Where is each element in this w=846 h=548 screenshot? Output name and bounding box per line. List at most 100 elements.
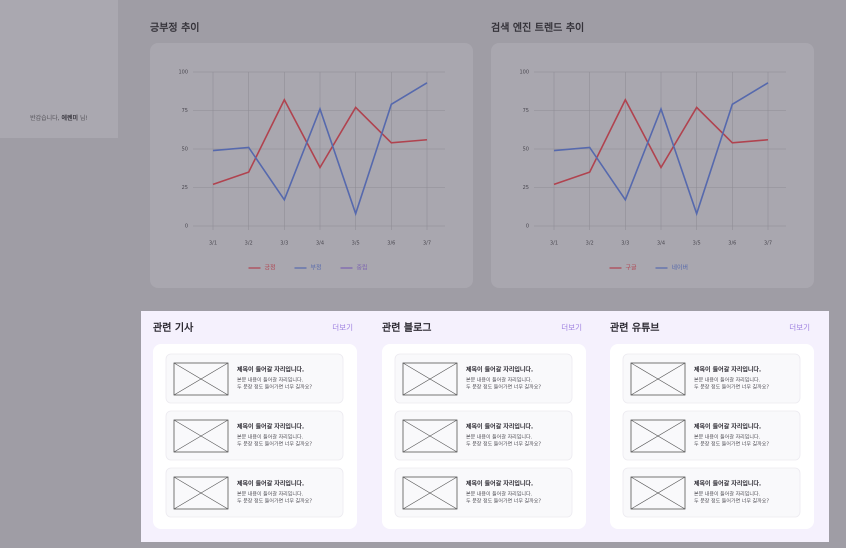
thumbnail-cross xyxy=(630,419,686,453)
x-tick-label: 3/7 xyxy=(423,241,431,247)
x-tick-label: 3/2 xyxy=(245,241,253,247)
thumbnail-placeholder xyxy=(402,419,458,453)
thumbnail-placeholder xyxy=(630,476,686,510)
item-title: 제목이 들어갈 자리입니다. xyxy=(237,423,304,431)
item-body: 두 문장 정도 들어가면 너무 길까요? xyxy=(237,498,312,505)
x-tick-label: 3/5 xyxy=(693,241,701,247)
y-tick-label: 50 xyxy=(182,147,188,153)
y-tick-label: 25 xyxy=(182,185,188,191)
x-tick-label: 3/6 xyxy=(387,241,395,247)
item-card[interactable] xyxy=(622,410,801,461)
item-card[interactable] xyxy=(622,467,801,518)
series-line xyxy=(553,97,769,186)
thumbnail-cross xyxy=(630,362,686,396)
item-title: 제목이 들어갈 자리입니다. xyxy=(466,366,533,374)
item-body: 두 문장 정도 들어가면 너무 길까요? xyxy=(237,441,312,448)
section-title: 관련 블로그 xyxy=(382,321,431,334)
y-tick-label: 75 xyxy=(523,108,529,114)
item-body: 두 문장 정도 들어가면 너무 길까요? xyxy=(466,441,541,448)
y-tick-label: 0 xyxy=(185,224,188,230)
thumbnail-cross xyxy=(173,362,229,396)
thumbnail-placeholder xyxy=(173,476,229,510)
item-title: 제목이 들어갈 자리입니다. xyxy=(237,480,304,488)
x-tick-label: 3/7 xyxy=(764,241,772,247)
item-body: 본문 내용이 들어갈 자리입니다. xyxy=(466,434,533,441)
greeting-prefix: 반갑습니다, xyxy=(30,114,61,122)
item-title: 제목이 들어갈 자리입니다. xyxy=(237,366,304,374)
item-body: 두 문장 정도 들어가면 너무 길까요? xyxy=(237,384,312,391)
item-body: 본문 내용이 들어갈 자리입니다. xyxy=(237,377,304,384)
item-body: 본문 내용이 들어갈 자리입니다. xyxy=(694,491,761,498)
item-title: 제목이 들어갈 자리입니다. xyxy=(466,480,533,488)
item-body: 본문 내용이 들어갈 자리입니다. xyxy=(694,434,761,441)
y-tick-label: 50 xyxy=(523,147,529,153)
thumbnail-placeholder xyxy=(173,362,229,396)
item-body: 본문 내용이 들어갈 자리입니다. xyxy=(466,491,533,498)
item-body: 본문 내용이 들어갈 자리입니다. xyxy=(466,377,533,384)
legend-label: 중립 xyxy=(357,264,368,272)
item-card[interactable] xyxy=(394,410,573,461)
thumbnail-placeholder xyxy=(630,362,686,396)
legend-label: 구글 xyxy=(626,265,638,272)
thumbnail-cross xyxy=(173,476,229,510)
item-body: 두 문장 정도 들어가면 너무 길까요? xyxy=(694,498,769,505)
section-title: 관련 유튜브 xyxy=(610,321,659,334)
y-tick-label: 100 xyxy=(519,70,529,76)
item-body: 본문 내용이 들어갈 자리입니다. xyxy=(237,434,304,441)
item-card[interactable] xyxy=(394,467,573,518)
item-body: 두 문장 정도 들어가면 너무 길까요? xyxy=(694,384,769,391)
thumbnail-cross xyxy=(173,419,229,453)
item-card[interactable] xyxy=(165,353,344,404)
x-tick-label: 3/1 xyxy=(209,241,217,247)
legend-label: 부정 xyxy=(311,265,322,272)
more-link[interactable]: 더보기 xyxy=(561,323,582,332)
item-body: 두 문장 정도 들어가면 너무 길까요? xyxy=(466,384,541,391)
x-tick-label: 3/6 xyxy=(728,241,736,247)
section-title: 관련 기사 xyxy=(153,321,194,334)
thumbnail-cross xyxy=(402,362,458,396)
x-tick-label: 3/4 xyxy=(316,241,324,247)
x-tick-label: 3/3 xyxy=(621,241,629,247)
item-title: 제목이 들어갈 자리입니다. xyxy=(694,480,761,488)
item-card[interactable] xyxy=(165,410,344,461)
item-title: 제목이 들어갈 자리입니다. xyxy=(694,366,761,374)
item-body: 두 문장 정도 들어가면 너무 길까요? xyxy=(694,441,769,448)
thumbnail-placeholder xyxy=(173,419,229,453)
item-title: 제목이 들어갈 자리입니다. xyxy=(694,423,761,431)
thumbnail-cross xyxy=(630,476,686,510)
x-tick-label: 3/4 xyxy=(657,241,665,247)
chart-card xyxy=(491,43,814,288)
series-line xyxy=(212,97,428,186)
x-tick-label: 3/1 xyxy=(550,241,558,247)
y-tick-label: 0 xyxy=(526,224,529,230)
thumbnail-placeholder xyxy=(402,476,458,510)
legend-label: 네이버 xyxy=(672,264,689,272)
greeting-suffix: 님! xyxy=(78,114,88,122)
thumbnail-cross xyxy=(402,476,458,510)
more-link[interactable]: 더보기 xyxy=(332,323,353,332)
y-tick-label: 25 xyxy=(523,185,529,191)
more-link[interactable]: 더보기 xyxy=(789,323,810,332)
thumbnail-cross xyxy=(402,419,458,453)
x-tick-label: 3/3 xyxy=(280,241,288,247)
x-tick-label: 3/2 xyxy=(586,241,594,247)
legend-label: 긍정 xyxy=(265,265,276,272)
y-tick-label: 75 xyxy=(182,108,188,114)
sidebar xyxy=(0,0,118,138)
item-card[interactable] xyxy=(622,353,801,404)
series-line xyxy=(553,82,769,217)
item-body: 본문 내용이 들어갈 자리입니다. xyxy=(694,377,761,384)
series-line xyxy=(212,82,428,217)
item-body: 두 문장 정도 들어가면 너무 길까요? xyxy=(466,498,541,505)
item-body: 본문 내용이 들어갈 자리입니다. xyxy=(237,491,304,498)
item-title: 제목이 들어갈 자리입니다. xyxy=(466,423,533,431)
thumbnail-placeholder xyxy=(630,419,686,453)
chart-title: 검색 엔진 트렌드 추이 xyxy=(491,21,584,34)
item-card[interactable] xyxy=(394,353,573,404)
greeting: 반갑습니다, 에렌미 님! xyxy=(30,114,88,122)
thumbnail-placeholder xyxy=(402,362,458,396)
chart-card xyxy=(150,43,473,288)
item-card[interactable] xyxy=(165,467,344,518)
